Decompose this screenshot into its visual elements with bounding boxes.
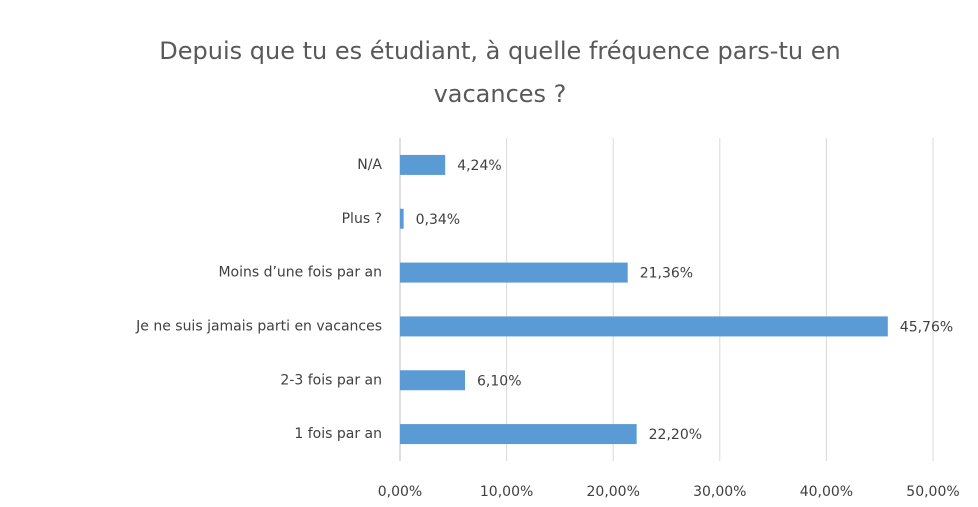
y-tick-label: 1 fois par an	[294, 426, 382, 442]
bar	[400, 424, 637, 445]
bar	[400, 316, 888, 337]
x-tick-label: 40,00%	[800, 484, 853, 500]
bar	[400, 208, 404, 229]
x-tick-label: 0,00%	[378, 484, 422, 500]
bar	[400, 370, 466, 391]
x-tick-label: 20,00%	[587, 484, 640, 500]
y-tick-label: 2-3 fois par an	[280, 372, 382, 388]
x-tick-label: 30,00%	[693, 484, 746, 500]
data-label: 21,36%	[640, 266, 693, 282]
bar	[400, 262, 628, 283]
y-tick-label: Plus ?	[342, 211, 382, 227]
y-tick-label: N/A	[357, 157, 382, 173]
data-label: 45,76%	[900, 319, 953, 335]
data-label: 22,20%	[649, 427, 702, 443]
x-tick-label: 50,00%	[906, 484, 959, 500]
chart-title: Depuis que tu es étudiant, à quelle fréq…	[159, 37, 841, 108]
data-label: 0,34%	[416, 212, 460, 228]
data-label: 4,24%	[457, 158, 501, 174]
data-label: 6,10%	[477, 373, 521, 389]
bar	[400, 154, 446, 175]
x-tick-label: 10,00%	[480, 484, 533, 500]
y-tick-label: Je ne suis jamais parti en vacances	[135, 318, 382, 334]
y-tick-label: Moins d’une fois par an	[218, 265, 382, 281]
